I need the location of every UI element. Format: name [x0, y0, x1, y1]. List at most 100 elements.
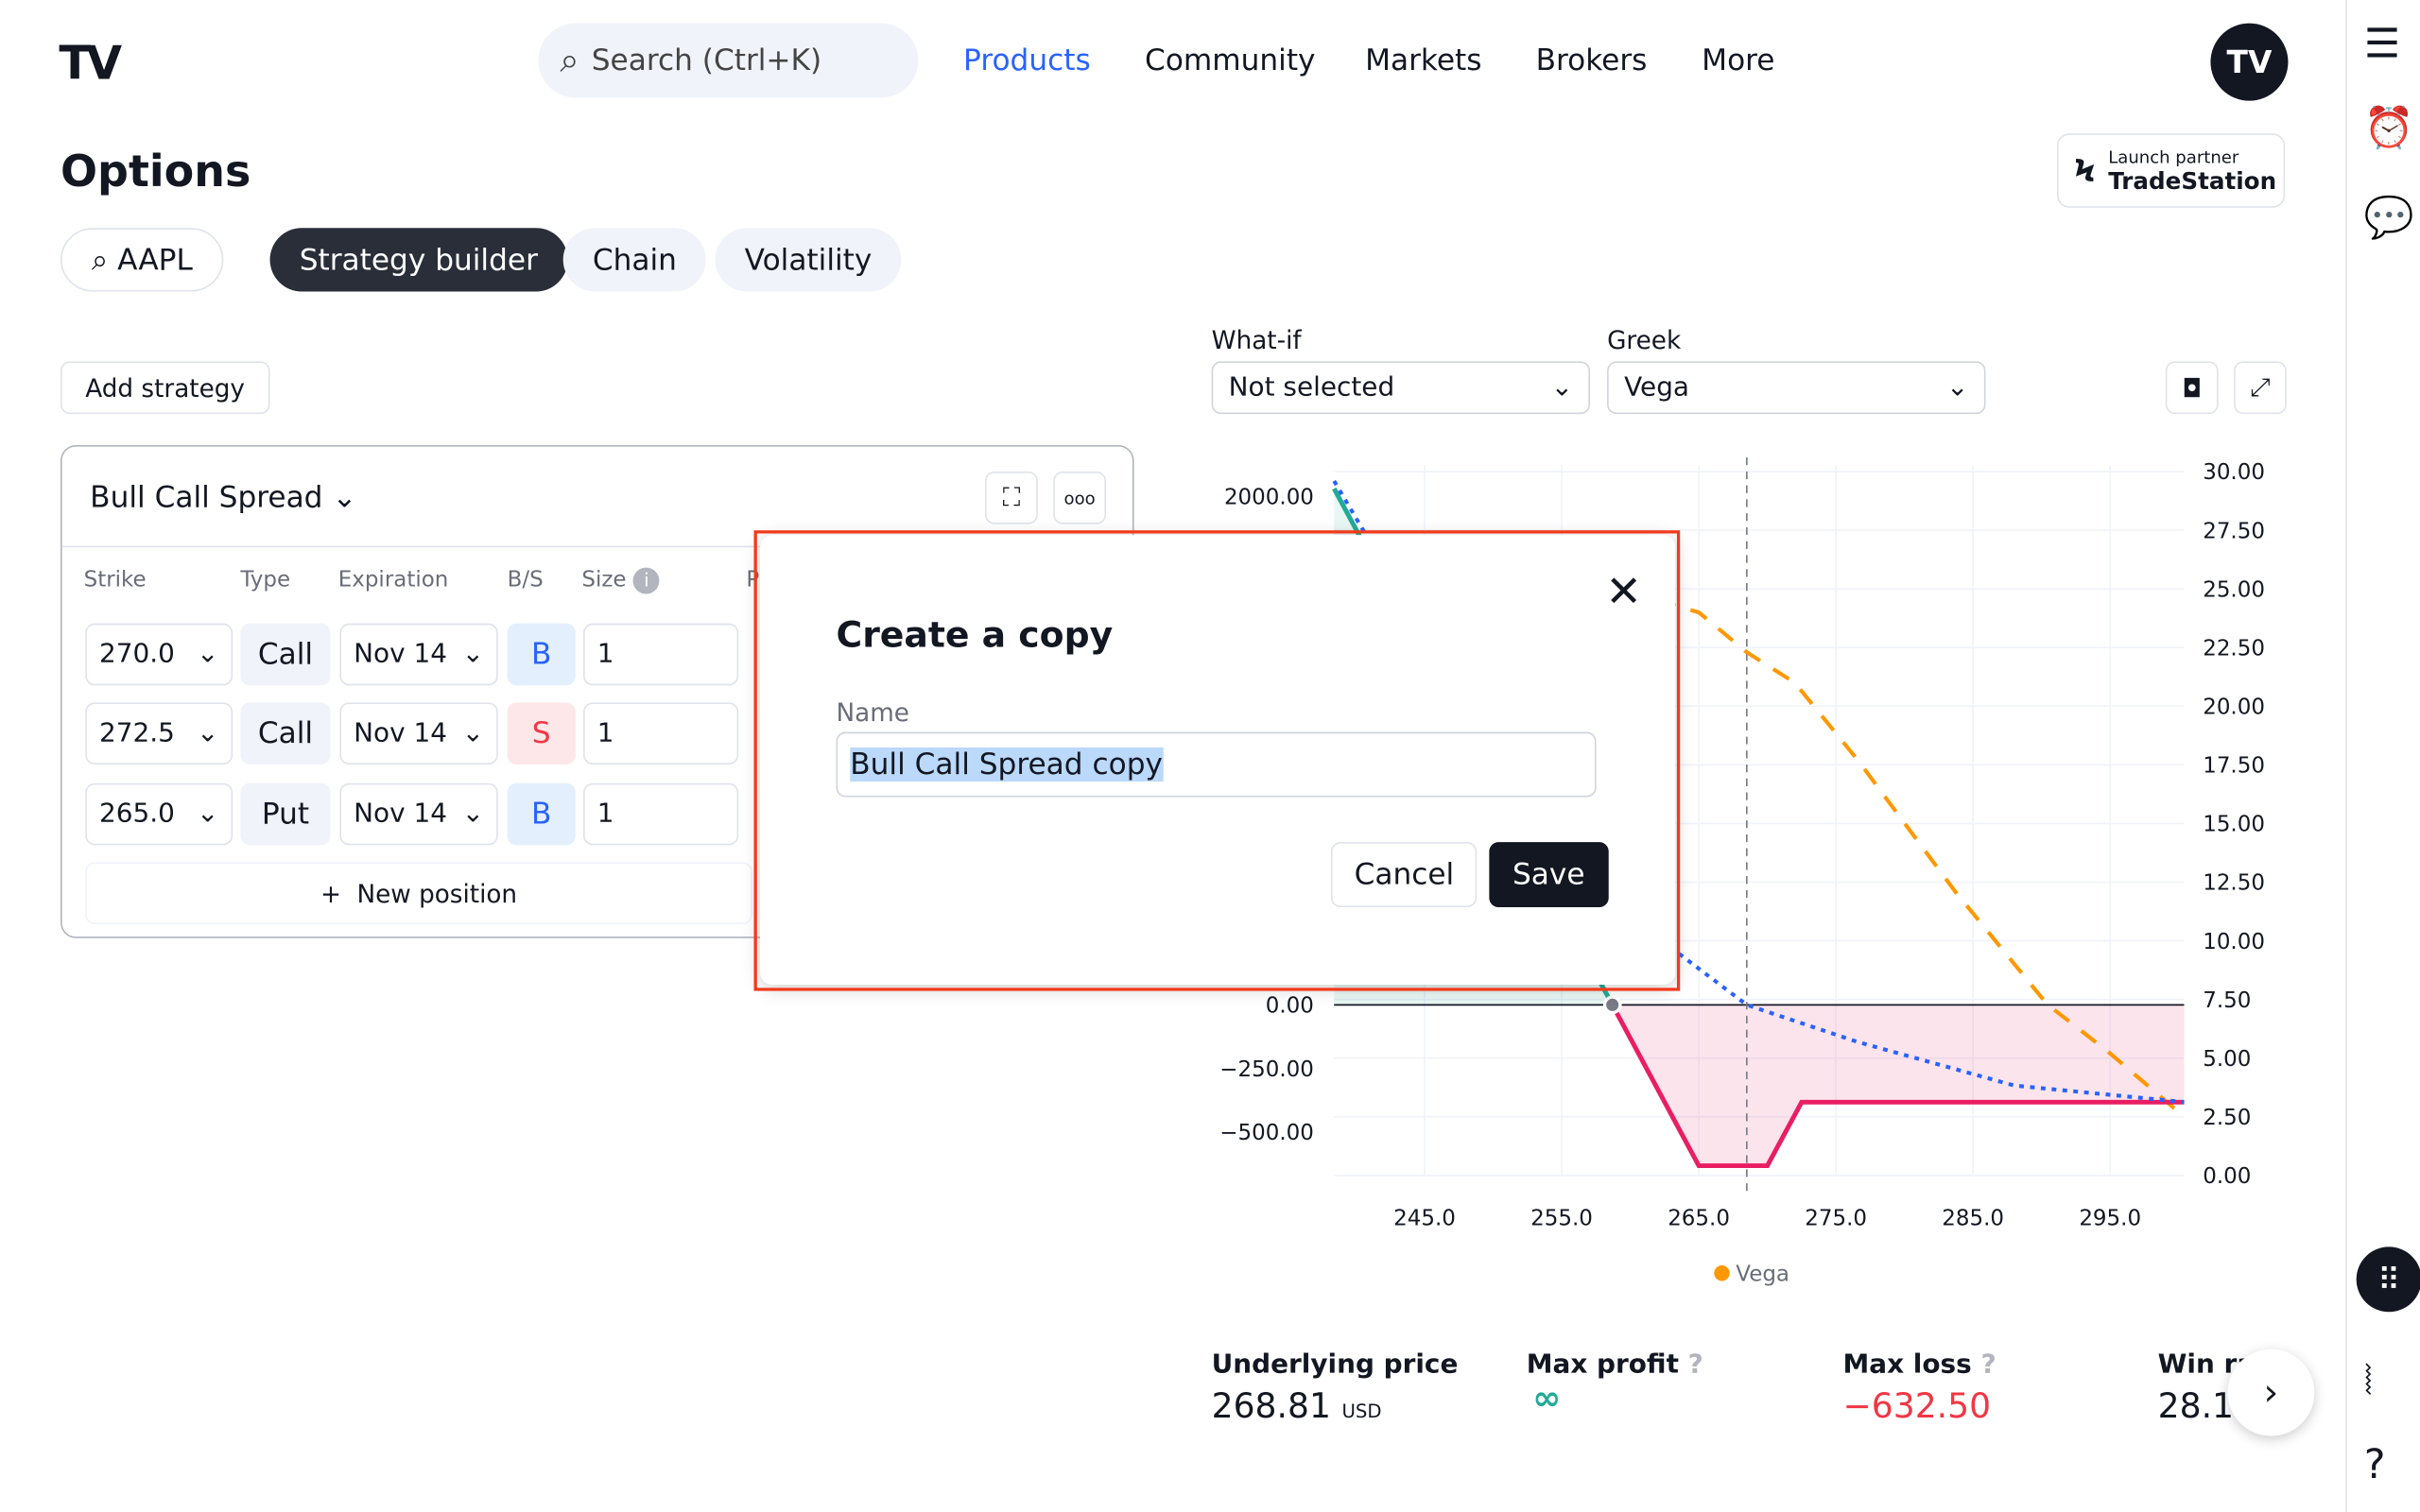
tab-chain[interactable]: Chain: [562, 228, 707, 292]
close-icon[interactable]: ✕: [1605, 565, 1642, 618]
max-profit-text: Max profit: [1526, 1349, 1679, 1381]
expiration-select[interactable]: Nov 14 ⌄: [339, 623, 498, 686]
left-tick-label: 0.00: [1266, 994, 1314, 1019]
tab-volatility[interactable]: Volatility: [715, 228, 902, 292]
loss-area: [1612, 1005, 2185, 1166]
symbol-search[interactable]: ⌕ AAPL: [60, 228, 224, 292]
focus-button[interactable]: ⛶: [985, 471, 1038, 524]
size-label: Size: [581, 567, 627, 593]
col-type: Type: [240, 567, 291, 593]
legend-vega-marker: [1714, 1265, 1730, 1281]
right-tick-label: 25.00: [2203, 577, 2265, 602]
watchlist-icon[interactable]: ☰: [2363, 21, 2401, 69]
col-expiration: Expiration: [337, 567, 449, 593]
right-tick-label: 10.00: [2203, 930, 2265, 954]
max-loss-label: Max loss ?: [1843, 1349, 1996, 1381]
info-icon[interactable]: i: [632, 567, 660, 594]
right-tick-label: 2.50: [2203, 1106, 2251, 1130]
new-position-button[interactable]: + New position: [85, 862, 752, 925]
new-position-label: New position: [356, 878, 518, 908]
underlying-price: 268.81: [1211, 1387, 1331, 1427]
search-icon: ⌕: [91, 242, 109, 277]
tradingview-logo[interactable]: TV: [59, 37, 122, 92]
right-tick-label: 22.50: [2203, 636, 2265, 661]
strike-select[interactable]: 270.0 ⌄: [85, 623, 233, 686]
strike-select[interactable]: 265.0 ⌄: [85, 782, 233, 846]
nav-more[interactable]: More: [1702, 43, 1775, 78]
chevron-down-icon: ⌄: [461, 799, 484, 830]
greek-value: Vega: [1624, 371, 1690, 404]
type-toggle[interactable]: Put: [240, 782, 331, 846]
nav-brokers[interactable]: Brokers: [1535, 43, 1648, 78]
cancel-button[interactable]: Cancel: [1330, 842, 1478, 907]
name-label: Name: [836, 697, 909, 728]
name-input[interactable]: Bull Call Spread copy: [836, 731, 1597, 798]
chevron-down-icon: ⌄: [196, 639, 219, 670]
save-button[interactable]: Save: [1489, 842, 1609, 907]
partner-label: Launch partner: [2108, 146, 2239, 167]
help-icon[interactable]: ?: [1687, 1349, 1703, 1381]
nav-products[interactable]: Products: [963, 43, 1091, 78]
chevron-down-icon: ⌄: [461, 717, 484, 749]
expiration-select[interactable]: Nov 14 ⌄: [339, 702, 498, 765]
expiration-select[interactable]: Nov 14 ⌄: [339, 782, 498, 846]
strike-value: 272.5: [99, 717, 175, 749]
max-profit-label: Max profit ?: [1527, 1349, 1703, 1381]
launch-partner-badge[interactable]: Ϟ Launch partner TradeStation: [2056, 133, 2286, 208]
type-toggle[interactable]: Call: [240, 623, 331, 686]
max-loss-value: −632.50: [1842, 1387, 1992, 1427]
scroll-right-button[interactable]: ›: [2227, 1349, 2315, 1436]
expiration-value: Nov 14: [354, 799, 447, 830]
create-copy-dialog: ✕ Create a copy Name Bull Call Spread co…: [760, 535, 1676, 986]
buy-sell-toggle[interactable]: B: [507, 623, 576, 686]
size-input[interactable]: 1: [583, 702, 739, 765]
pnl-expiration-line: [1610, 1004, 2185, 1169]
right-tick-label: 12.50: [2203, 871, 2265, 896]
col-bs: B/S: [507, 567, 544, 593]
help-icon[interactable]: ?: [1980, 1349, 1996, 1381]
chat-icon[interactable]: 💬: [2363, 195, 2415, 242]
screenshot-button[interactable]: ◘: [2165, 361, 2219, 415]
type-toggle[interactable]: Call: [240, 702, 331, 765]
feed-icon[interactable]: ⦚: [2363, 1358, 2373, 1405]
right-tick-label: 17.50: [2203, 754, 2265, 779]
buy-sell-toggle[interactable]: B: [507, 782, 576, 846]
max-profit-value: ∞: [1532, 1380, 1562, 1419]
search-input[interactable]: ⌕ Search (Ctrl+K): [538, 23, 919, 98]
nav-markets[interactable]: Markets: [1365, 43, 1482, 78]
whatif-select[interactable]: Not selected ⌄: [1211, 361, 1591, 415]
expiration-value: Nov 14: [354, 717, 447, 749]
avatar[interactable]: TV: [2210, 23, 2289, 101]
x-tick-label: 275.0: [1805, 1206, 1867, 1230]
col-strike: Strike: [83, 567, 147, 593]
max-loss-text: Max loss: [1842, 1349, 1972, 1381]
left-tick-label: −250.00: [1219, 1057, 1314, 1082]
help-icon[interactable]: ?: [2363, 1442, 2386, 1489]
left-tick-label: 2000.00: [1224, 485, 1314, 509]
size-input[interactable]: 1: [583, 623, 739, 686]
alarm-icon[interactable]: ⏰: [2363, 105, 2415, 152]
strategy-name-dropdown[interactable]: Bull Call Spread ⌄: [90, 481, 356, 515]
apps-grid-icon[interactable]: ⠿: [2356, 1246, 2420, 1313]
greek-select[interactable]: Vega ⌄: [1607, 361, 1986, 415]
chevron-down-icon: ⌄: [196, 799, 219, 830]
name-value: Bull Call Spread copy: [850, 747, 1163, 782]
chevron-down-icon: ⌄: [1550, 371, 1573, 404]
expand-icon: ⤢: [2250, 371, 2271, 403]
right-tick-label: 20.00: [2203, 696, 2265, 720]
fullscreen-button[interactable]: ⤢: [2234, 361, 2287, 415]
right-tick-label: 27.50: [2203, 519, 2265, 543]
nav-community[interactable]: Community: [1145, 43, 1316, 78]
buy-sell-toggle[interactable]: S: [507, 702, 576, 765]
legend-vega-label: Vega: [1736, 1262, 1789, 1286]
size-input[interactable]: 1: [583, 782, 739, 846]
x-tick-label: 295.0: [2079, 1206, 2141, 1230]
more-button[interactable]: ooo: [1053, 471, 1107, 524]
page-title: Options: [60, 146, 251, 198]
strike-select[interactable]: 272.5 ⌄: [85, 702, 233, 765]
chevron-right-icon: ›: [2263, 1370, 2279, 1415]
chevron-down-icon: ⌄: [1946, 371, 1969, 404]
add-strategy-button[interactable]: Add strategy: [60, 361, 270, 415]
tab-strategy-builder[interactable]: Strategy builder: [269, 228, 568, 292]
col-price: P: [746, 567, 760, 593]
